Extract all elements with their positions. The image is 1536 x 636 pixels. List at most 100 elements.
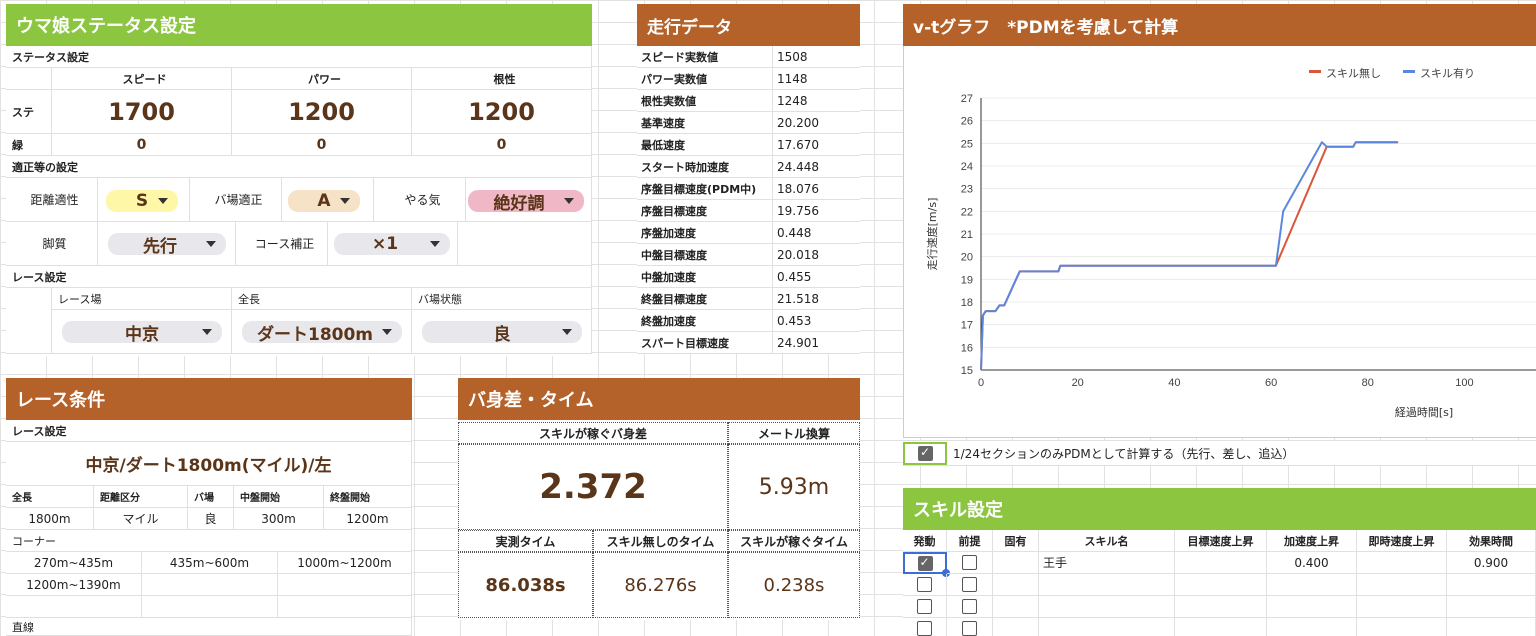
- skill-cell[interactable]: [1267, 596, 1357, 618]
- chevron-down-icon: [382, 329, 392, 335]
- dist-value: S: [135, 191, 149, 211]
- skill-cell[interactable]: [1357, 574, 1447, 596]
- skill-prereq-checkbox[interactable]: [962, 555, 977, 570]
- run-row-label: 最低速度: [637, 134, 773, 156]
- skill-cell[interactable]: 王手: [1039, 552, 1175, 574]
- pdm-checkbox[interactable]: [918, 445, 933, 461]
- skill-cell[interactable]: [1039, 574, 1175, 596]
- v-dist: マイル: [94, 508, 188, 530]
- power-value[interactable]: 1200: [232, 90, 412, 134]
- y-tick-label: 19: [961, 274, 973, 286]
- skill-cell[interactable]: [1267, 618, 1357, 636]
- ground-cell: A: [282, 178, 374, 222]
- green-speed[interactable]: 0: [52, 134, 232, 156]
- legend-label: スキル無し: [1326, 66, 1381, 80]
- skill-cell[interactable]: [1357, 618, 1447, 636]
- course-cell: ×1: [328, 222, 458, 266]
- run-row-label: 序盤目標速度(PDM中): [637, 178, 773, 200]
- straight-label: 直線: [6, 618, 412, 636]
- skill-active-checkbox[interactable]: [917, 621, 932, 636]
- run-row-label: 終盤加速度: [637, 310, 773, 332]
- graph-title: v-tグラフ *PDMを考慮して計算: [903, 4, 1536, 46]
- blank-cell: [142, 596, 278, 618]
- run-row-value: 19.756: [773, 200, 860, 222]
- y-tick-label: 15: [961, 365, 973, 377]
- status-settings-label: ステータス設定: [6, 46, 592, 68]
- run-row-value: 20.018: [773, 244, 860, 266]
- skill-cell[interactable]: [993, 596, 1039, 618]
- skill-cell[interactable]: [1357, 596, 1447, 618]
- status-panel: ステータス設定 スピード パワー 根性 ステ 1700 1200 1200 緑 …: [6, 46, 592, 356]
- skill-cell[interactable]: [1357, 552, 1447, 574]
- guts-value[interactable]: 1200: [412, 90, 592, 134]
- v-mid: 300m: [234, 508, 324, 530]
- skill-cell[interactable]: [1175, 552, 1267, 574]
- green-guts[interactable]: 0: [412, 134, 592, 156]
- y-tick-label: 20: [961, 252, 973, 264]
- skill-cell[interactable]: [1447, 574, 1536, 596]
- h-final: 終盤開始: [324, 486, 412, 508]
- cell-selection-handle[interactable]: [942, 569, 950, 577]
- run-row-label: スパート目標速度: [637, 332, 773, 354]
- chevron-down-icon: [340, 198, 350, 204]
- y-tick-label: 16: [961, 342, 973, 354]
- run-row-value: 17.670: [773, 134, 860, 156]
- run-row-label: パワー実数値: [637, 68, 773, 90]
- run-row-value: 0.448: [773, 222, 860, 244]
- skill-cell[interactable]: [993, 552, 1039, 574]
- run-row-value: 1508: [773, 46, 860, 68]
- mood-dropdown[interactable]: 絶好調: [468, 190, 584, 214]
- skill-prereq-checkbox[interactable]: [962, 577, 977, 592]
- skill-active-checkbox[interactable]: [917, 555, 933, 571]
- skill-prereq-checkbox[interactable]: [962, 621, 977, 636]
- h-gain: スキルが稼ぐタイム: [728, 530, 860, 552]
- course-value: ×1: [371, 234, 399, 254]
- skill-prereq-checkbox[interactable]: [962, 599, 977, 614]
- meter-value: 5.93m: [728, 444, 860, 530]
- skill-cell[interactable]: [993, 574, 1039, 596]
- skill-col-header: スキル名: [1039, 530, 1175, 552]
- pdm-checkbox-cell: [903, 442, 947, 465]
- y-tick-label: 17: [961, 320, 973, 332]
- length-dropdown[interactable]: ダート1800m: [242, 321, 402, 345]
- skill-cell[interactable]: [1039, 596, 1175, 618]
- track-label: バ場状態: [412, 288, 592, 310]
- h-actual: 実測タイム: [458, 530, 593, 552]
- skill-table: 発動前提固有スキル名目標速度上昇加速度上昇即時速度上昇効果時間王手 0.400 0.…: [903, 530, 1536, 636]
- mood-label: やる気: [374, 178, 466, 222]
- skill-cell[interactable]: [1175, 618, 1267, 636]
- ground-dropdown[interactable]: A: [288, 190, 360, 212]
- chevron-down-icon: [158, 198, 168, 204]
- skill-title: スキル設定: [903, 488, 1536, 530]
- ground-label: バ場適正: [190, 178, 282, 222]
- x-tick-label: 100: [1455, 377, 1473, 389]
- skill-active-checkbox[interactable]: [917, 577, 932, 592]
- course-dropdown[interactable]: ×1: [334, 233, 450, 255]
- speed-value[interactable]: 1700: [52, 90, 232, 134]
- gap-title: バ身差・タイム: [458, 378, 860, 420]
- skill-cell[interactable]: [1175, 574, 1267, 596]
- skill-cell[interactable]: 0.900: [1447, 552, 1536, 574]
- skill-cell[interactable]: [993, 618, 1039, 636]
- skill-active-checkbox[interactable]: [917, 599, 932, 614]
- skill-cell[interactable]: 0.400: [1267, 552, 1357, 574]
- green-power[interactable]: 0: [232, 134, 412, 156]
- skill-cell[interactable]: [1447, 618, 1536, 636]
- track-value: 良: [493, 324, 511, 345]
- dist-dropdown[interactable]: S: [106, 190, 178, 212]
- blank-cell: [278, 574, 412, 596]
- track-dropdown[interactable]: 良: [422, 321, 582, 345]
- skill-cell[interactable]: [1175, 596, 1267, 618]
- style-dropdown[interactable]: 先行: [108, 233, 226, 257]
- skill-cell[interactable]: [1267, 574, 1357, 596]
- col-guts: 根性: [412, 68, 592, 90]
- skill-cell[interactable]: [1039, 618, 1175, 636]
- venue-dropdown[interactable]: 中京: [62, 321, 222, 345]
- dist-label: 距離適性: [6, 178, 98, 222]
- y-tick-label: 21: [961, 229, 973, 241]
- run-row-value: 1148: [773, 68, 860, 90]
- skill-cell: [903, 596, 947, 618]
- blank-cell: [142, 574, 278, 596]
- skill-cell[interactable]: [1447, 596, 1536, 618]
- v-ground: 良: [188, 508, 234, 530]
